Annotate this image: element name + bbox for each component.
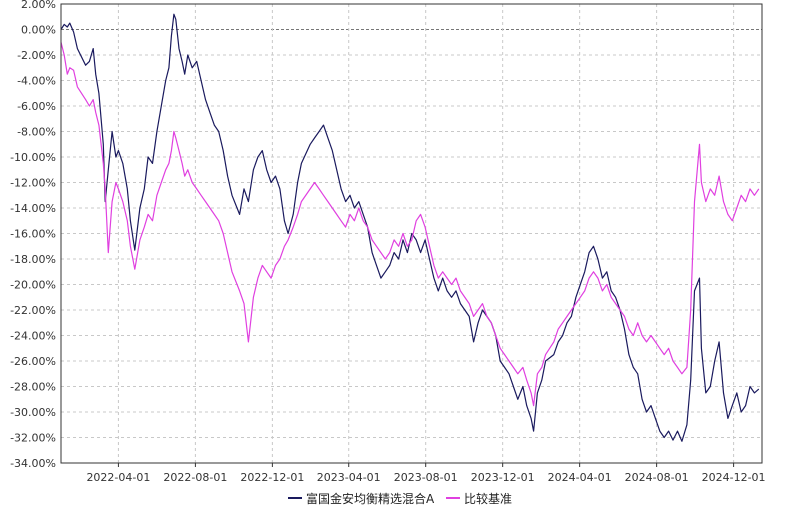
x-tick-label: 2024-08-01 bbox=[625, 471, 689, 484]
y-tick-label: -22.00% bbox=[10, 304, 56, 317]
y-tick-label: -12.00% bbox=[10, 177, 56, 190]
y-tick-label: -4.00% bbox=[17, 75, 56, 88]
y-tick-label: -16.00% bbox=[10, 228, 56, 241]
y-tick-label: 2.00% bbox=[21, 0, 56, 11]
y-axis-tick-labels: 2.00% 0.00% -2.00% -4.00% -6.00% -8.00% -10.00… bbox=[10, 0, 56, 470]
legend-label-fund: 富国金安均衡精选混合A bbox=[305, 491, 435, 506]
legend-item-benchmark: 比较基准 bbox=[446, 490, 512, 507]
y-tick-label: -30.00% bbox=[10, 406, 56, 419]
x-tick-label: 2024-12-01 bbox=[702, 471, 766, 484]
series-lines bbox=[60, 13, 760, 442]
legend-swatch-benchmark bbox=[446, 497, 461, 499]
x-tick-label: 2023-08-01 bbox=[394, 471, 458, 484]
y-tick-label: -6.00% bbox=[17, 100, 56, 113]
x-axis-tick-labels: 2022-04-01 2022-08-01 2022-12-01 2023-04-01… bbox=[86, 471, 765, 484]
y-tick-label: 0.00% bbox=[21, 24, 56, 37]
legend-item-fund: 富国金安均衡精选混合A bbox=[287, 490, 435, 507]
y-tick-label: -24.00% bbox=[10, 330, 56, 343]
x-tick-label: 2022-04-01 bbox=[86, 471, 150, 484]
y-tick-label: -8.00% bbox=[17, 126, 56, 139]
legend-label-benchmark: 比较基准 bbox=[464, 491, 513, 506]
y-tick-label: -20.00% bbox=[10, 279, 56, 292]
x-tick-label: 2022-12-01 bbox=[240, 471, 304, 484]
series-line-benchmark bbox=[60, 42, 760, 407]
y-tick-label: -18.00% bbox=[10, 253, 56, 266]
y-tick-label: -10.00% bbox=[10, 151, 56, 164]
series-line-fund bbox=[60, 13, 760, 442]
x-tick-label: 2024-04-01 bbox=[548, 471, 612, 484]
plot-frame bbox=[60, 3, 763, 464]
grid-lines bbox=[61, 3, 762, 467]
x-tick-label: 2022-08-01 bbox=[163, 471, 227, 484]
y-tick-label: -14.00% bbox=[10, 202, 56, 215]
y-tick-label: -34.00% bbox=[10, 457, 56, 470]
legend: 富国金安均衡精选混合A 比较基准 bbox=[0, 488, 800, 507]
y-tick-label: -26.00% bbox=[10, 355, 56, 368]
y-tick-label: -2.00% bbox=[17, 49, 56, 62]
legend-swatch-fund bbox=[287, 497, 302, 499]
y-tick-label: -28.00% bbox=[10, 381, 56, 394]
y-tick-label: -32.00% bbox=[10, 432, 56, 445]
x-tick-label: 2023-12-01 bbox=[471, 471, 535, 484]
x-tick-label: 2023-04-01 bbox=[317, 471, 381, 484]
